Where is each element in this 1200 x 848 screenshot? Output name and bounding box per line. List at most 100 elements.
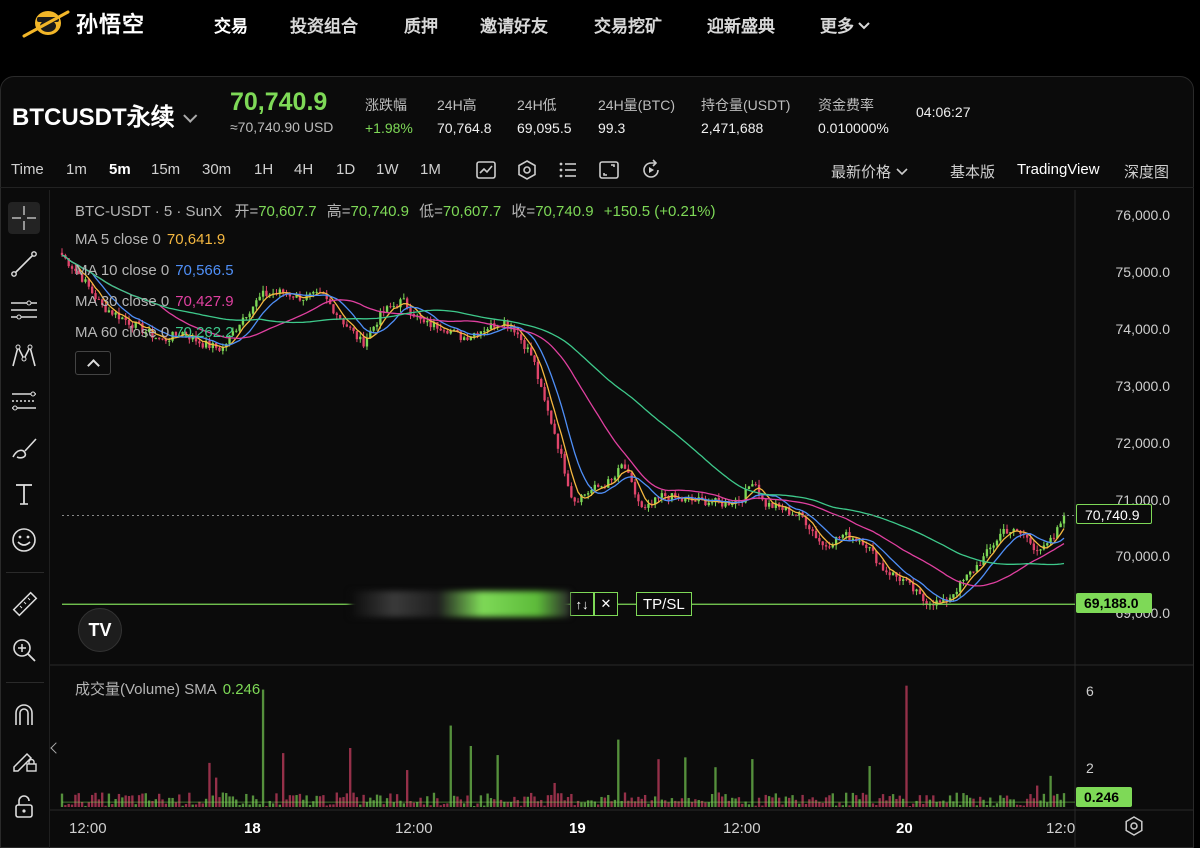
brand-logo[interactable]: 孙悟空 xyxy=(22,6,145,40)
stat-value: 0.010000% xyxy=(818,120,889,136)
volume-bar xyxy=(710,793,714,807)
candle-body xyxy=(576,501,580,503)
candle-body xyxy=(633,482,637,495)
volume-bar xyxy=(556,793,560,807)
interval-1w[interactable]: 1W xyxy=(376,161,399,178)
replay-icon[interactable] xyxy=(640,159,662,181)
interval-1m[interactable]: 1m xyxy=(66,161,87,178)
volume-bar xyxy=(808,799,811,807)
nav-mining[interactable]: 交易挖矿 xyxy=(594,17,662,36)
chart-canvas[interactable] xyxy=(50,190,1194,848)
horizontal-lines-icon[interactable] xyxy=(8,294,40,326)
nav-event[interactable]: 迎新盛典 xyxy=(707,17,775,36)
view-depth[interactable]: 深度图 xyxy=(1124,164,1170,181)
pattern-icon[interactable] xyxy=(8,340,40,372)
candle-body xyxy=(767,503,771,507)
ma30-legend: MA 30 close 0 70,427.9 xyxy=(75,293,234,310)
nav-invite[interactable]: 邀请好友 xyxy=(480,17,548,36)
nav-trade[interactable]: 交易 xyxy=(214,17,248,36)
lock-icon[interactable] xyxy=(8,790,40,822)
settings-hex-icon[interactable] xyxy=(516,159,538,181)
volume-bar xyxy=(613,799,617,807)
candle-body xyxy=(436,322,439,329)
volume-bar xyxy=(583,802,586,807)
view-basic[interactable]: 基本版 xyxy=(950,164,996,181)
order-line[interactable]: ↑↓ ✕ TP/SL xyxy=(350,590,692,618)
reverse-order-button[interactable]: ↑↓ xyxy=(570,592,594,616)
candle-body xyxy=(158,337,161,339)
candle-body xyxy=(127,319,131,325)
price-tick: 72,000.0 xyxy=(1115,435,1171,451)
low-value: 70,607.7 xyxy=(442,203,502,220)
nav-portfolio[interactable]: 投资组合 xyxy=(290,17,358,36)
crosshair-icon[interactable] xyxy=(8,202,40,234)
volume-bar xyxy=(275,793,278,807)
interval-30m[interactable]: 30m xyxy=(202,161,232,178)
interval-1m-month[interactable]: 1M xyxy=(420,161,441,178)
candle-body xyxy=(915,589,918,592)
interval-4h[interactable]: 4H xyxy=(294,161,314,178)
tradingview-logo[interactable]: TV xyxy=(78,608,122,652)
ruler-icon[interactable] xyxy=(8,588,40,620)
candle-body xyxy=(385,306,389,312)
close-order-button[interactable]: ✕ xyxy=(594,592,618,616)
funding-countdown: 04:06:27 xyxy=(916,104,971,120)
view-tradingview[interactable]: TradingView xyxy=(1017,161,1100,178)
candle-body xyxy=(968,571,972,575)
text-icon[interactable] xyxy=(8,478,40,510)
volume-bar xyxy=(891,794,895,807)
candle-body xyxy=(1009,532,1012,534)
fullscreen-icon[interactable] xyxy=(598,159,620,181)
candle-body xyxy=(952,594,955,598)
gear-icon[interactable] xyxy=(1123,815,1145,837)
volume-bar xyxy=(868,766,871,807)
fib-icon[interactable] xyxy=(8,386,40,418)
volume-bar xyxy=(479,795,483,807)
time-label[interactable]: Time xyxy=(11,161,44,178)
lock-pencil-icon[interactable] xyxy=(8,744,40,776)
candle-body xyxy=(905,579,908,581)
candle-body xyxy=(566,473,570,487)
interval-1h[interactable]: 1H xyxy=(254,161,274,178)
interval-1d[interactable]: 1D xyxy=(336,161,356,178)
volume-bar xyxy=(700,800,704,807)
zoom-in-icon[interactable] xyxy=(8,634,40,666)
price-mode-select[interactable]: 最新价格 xyxy=(831,161,909,182)
volume-label: 成交量(Volume) SMA xyxy=(75,681,217,698)
candle-body xyxy=(168,340,171,342)
price-chart[interactable]: BTC-USDT · 5 · SunX 开=70,607.7 高=70,740.… xyxy=(50,190,1194,848)
volume-bar xyxy=(814,799,818,807)
interval-15m[interactable]: 15m xyxy=(151,161,181,178)
candle-body xyxy=(891,572,895,576)
magnet-icon[interactable] xyxy=(8,698,40,730)
interval-5m[interactable]: 5m xyxy=(109,161,131,178)
candle-body xyxy=(97,299,101,301)
candle-body xyxy=(861,540,865,545)
candle-body xyxy=(194,335,198,342)
indicator-icon[interactable] xyxy=(475,159,497,181)
close-value: 70,740.9 xyxy=(535,203,594,220)
volume-bar xyxy=(402,803,405,807)
volume-bar xyxy=(90,794,94,807)
brush-icon[interactable] xyxy=(8,432,40,464)
candle-body xyxy=(647,503,650,508)
volume-bar xyxy=(282,753,285,807)
emoji-icon[interactable] xyxy=(8,524,40,556)
nav-more[interactable]: 更多 xyxy=(820,12,871,37)
volume-bar xyxy=(938,801,942,807)
candle-body xyxy=(597,484,600,487)
volume-bar xyxy=(627,800,630,807)
candle-body xyxy=(814,531,818,539)
volume-bar xyxy=(151,801,154,807)
stat-label: 24H高 xyxy=(437,97,477,113)
trend-line-icon[interactable] xyxy=(8,248,40,280)
layout-list-icon[interactable] xyxy=(557,159,579,181)
candle-body xyxy=(543,386,546,401)
symbol-selector[interactable]: BTCUSDT永续 xyxy=(12,97,197,132)
tp-sl-button[interactable]: TP/SL xyxy=(636,592,692,616)
candle-body xyxy=(164,338,168,342)
collapse-legend-button[interactable] xyxy=(75,351,111,375)
nav-staking[interactable]: 质押 xyxy=(404,17,438,36)
candle-body xyxy=(486,329,489,332)
candle-body xyxy=(808,525,811,530)
